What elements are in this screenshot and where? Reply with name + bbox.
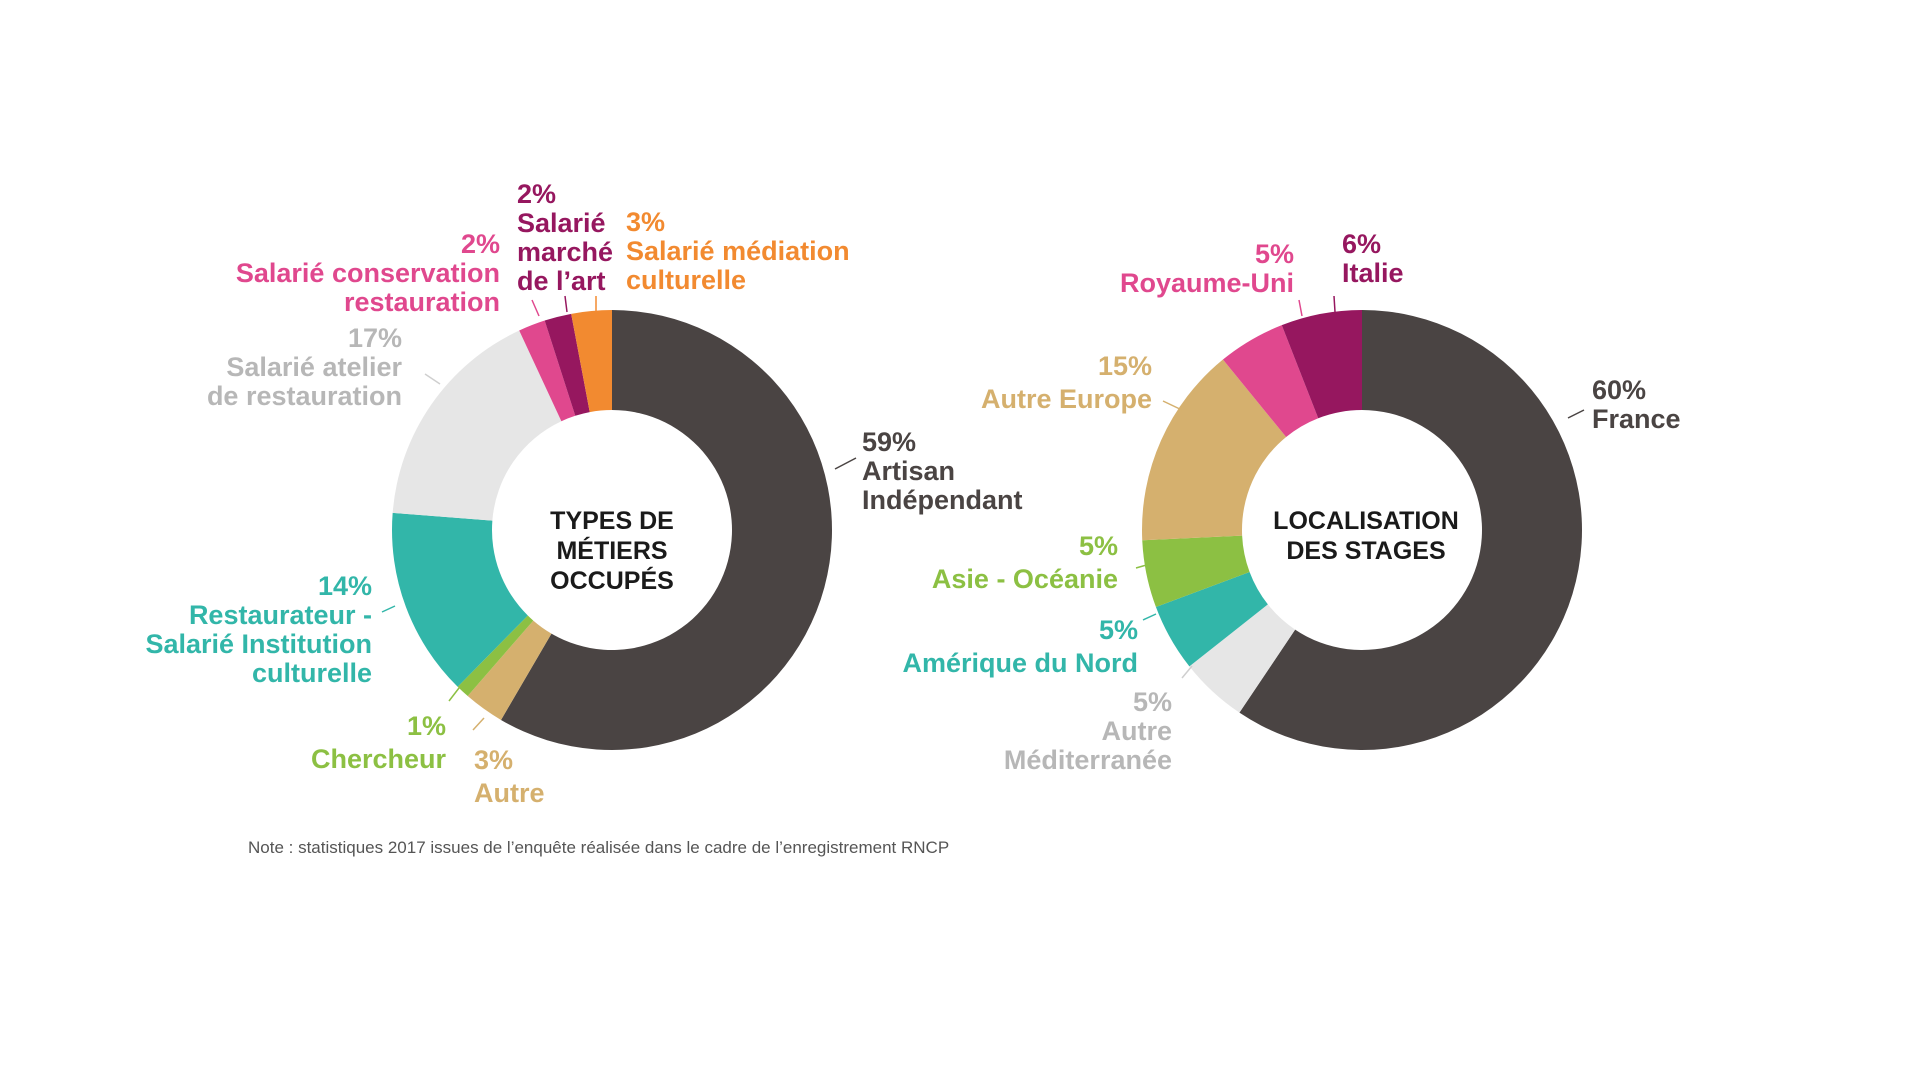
slice-label-conservation: 2% Salarié conservation restauration [235,229,500,317]
leader-line-0-2 [448,687,460,702]
leader-line-1-4 [1162,400,1185,412]
leader-line-0-4 [424,373,441,385]
leader-line-0-1 [472,717,485,731]
chart-title-localisation: LOCALISATION DES STAGES [1246,506,1486,566]
chart-title-line: TYPES DE MÉTIERS [550,507,674,565]
slice-label-autre-europe: 15% Autre Europe [980,351,1152,414]
chart-title-line: LOCALISATION [1273,507,1459,535]
donut-slice-0-2 [457,615,534,697]
donut-slice-0-0 [501,310,833,750]
slice-label-autre-mediterranee: 5% Autre Méditerranée [1003,687,1172,775]
slice-label-amerique-nord: 5% Amérique du Nord [902,615,1138,678]
donut-slice-0-1 [467,620,552,720]
donut-slice-0-3 [392,512,528,687]
donut-slice-1-5 [1222,325,1319,438]
donut-slice-1-3 [1142,535,1250,608]
slice-label-italie: 6% Italie [1342,229,1404,288]
leader-line-1-3 [1135,563,1151,569]
donut-slice-1-4 [1141,359,1287,541]
leader-line-1-2 [1142,613,1157,621]
donut-slice-1-6 [1281,310,1362,419]
slice-label-chercheur: 1% Chercheur [310,711,446,774]
leader-line-1-1 [1181,665,1193,679]
footnote: Note : statistiques 2017 issues de l’enq… [248,838,950,857]
donut-slice-0-5 [519,320,576,422]
chart-title-types-metiers: TYPES DE MÉTIERS OCCUPÉS [492,506,732,596]
slice-label-mediation: 3% Salarié médiation culturelle [626,207,850,295]
donut-slice-0-6 [544,313,590,416]
leader-line-0-6 [564,295,568,313]
slice-label-restaurateur: 14% Restaurateur - Salarié Institution c… [145,571,372,688]
donut-slice-1-0 [1239,310,1582,751]
leader-line-0-0 [834,457,857,470]
leader-line-0-5 [531,299,540,317]
slice-label-marche-art: 2% Salarié marché de l’art [517,179,614,296]
leader-line-0-3 [381,605,396,613]
slice-label-royaume-uni: 5% Royaume-Uni [1119,239,1294,298]
chart-title-line: OCCUPÉS [550,567,674,595]
donut-slice-1-2 [1155,572,1268,667]
donut-slice-0-4 [392,330,562,521]
donut-slice-0-7 [571,310,612,413]
leader-line-1-0 [1567,409,1585,419]
slice-label-france: 60% France [1592,375,1681,434]
slice-label-autre: 3% Autre [474,745,545,808]
leader-line-1-5 [1298,299,1303,317]
donut-chart-localisation-stages [1135,295,1585,751]
donut-chart-types-metiers [381,295,857,750]
leader-line-1-6 [1333,295,1336,313]
donut-slice-1-1 [1189,604,1296,713]
slice-label-atelier: 17% Salarié atelier de restauration [206,323,402,411]
slice-label-artisan: 59% Artisan Indépendant [862,427,1023,515]
chart-title-line: DES STAGES [1286,537,1446,565]
slice-label-asie-oceanie: 5% Asie - Océanie [931,531,1118,594]
